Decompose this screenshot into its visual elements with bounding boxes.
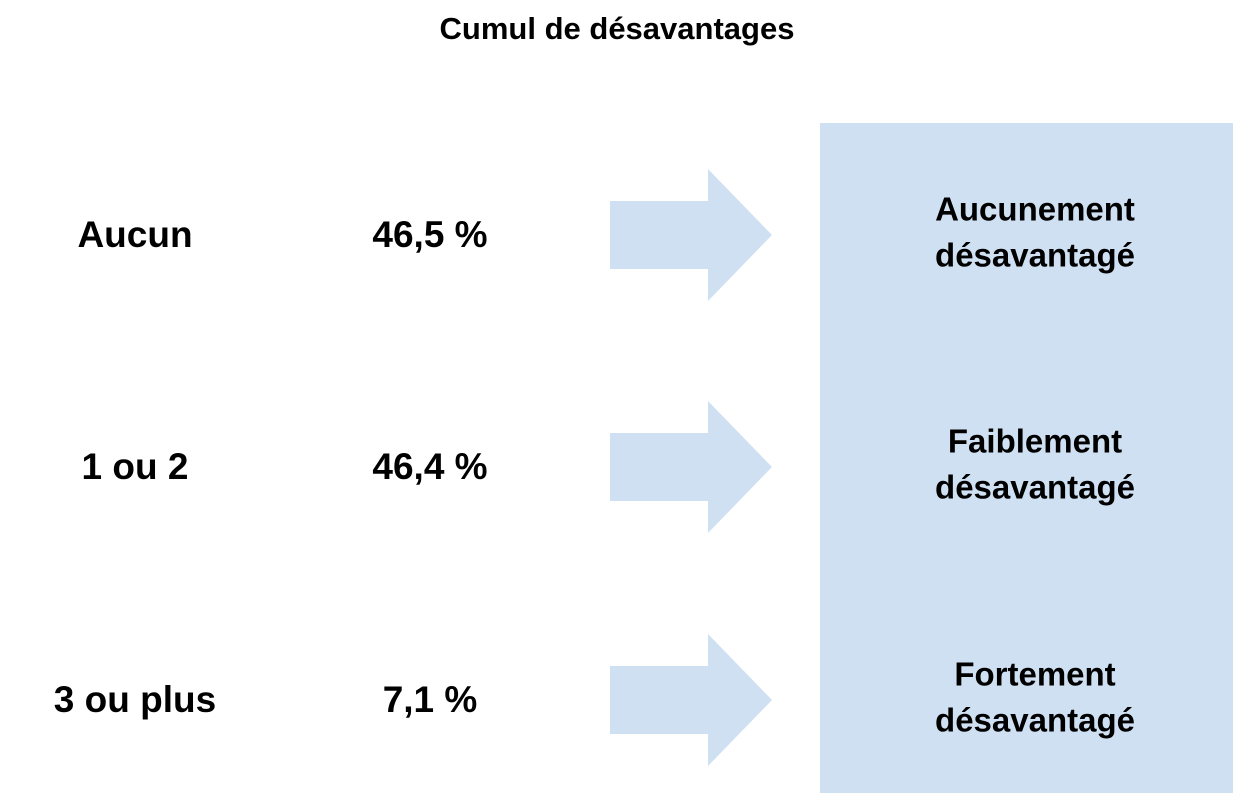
row-result: désavantagé [935, 237, 1135, 274]
row-share: 46,5 % [372, 214, 487, 255]
row-result: Fortement [954, 656, 1115, 693]
result-panel [820, 123, 1233, 793]
arrow [610, 634, 772, 766]
row-result: désavantagé [935, 469, 1135, 506]
row-result: désavantagé [935, 702, 1135, 739]
row-label: 1 ou 2 [82, 446, 189, 487]
arrow [610, 401, 772, 533]
arrow [610, 169, 772, 301]
row-label: 3 ou plus [54, 679, 216, 720]
row-label: Aucun [77, 214, 192, 255]
title: Cumul de désavantages [440, 11, 795, 46]
row-share: 46,4 % [372, 446, 487, 487]
row-result: Aucunement [935, 191, 1135, 228]
row-share: 7,1 % [383, 679, 478, 720]
row-result: Faiblement [948, 423, 1122, 460]
